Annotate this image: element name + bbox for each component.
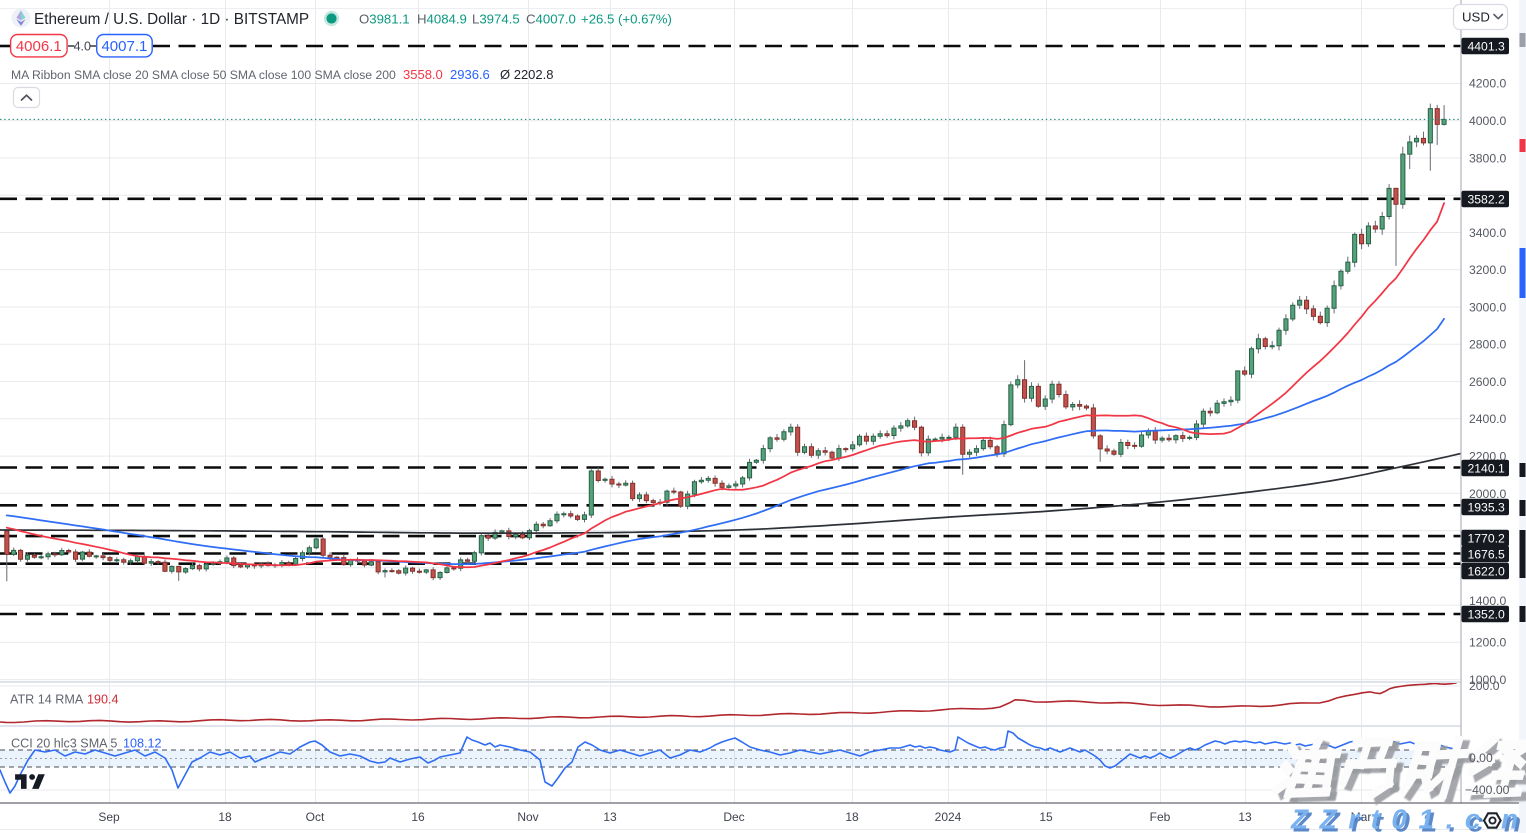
svg-text:4.0: 4.0 — [74, 40, 91, 54]
svg-text:3200.0: 3200.0 — [1469, 263, 1506, 277]
svg-text:2140.1: 2140.1 — [1468, 461, 1505, 475]
svg-text:Feb: Feb — [1150, 810, 1171, 824]
svg-text:Ethereum / U.S. Dollar · 1D ·: Ethereum / U.S. Dollar · 1D · BITSTAMP — [34, 11, 309, 28]
svg-text:200.0: 200.0 — [1469, 679, 1500, 693]
svg-text:1935.3: 1935.3 — [1468, 500, 1505, 514]
svg-text:n: n — [1501, 804, 1526, 833]
svg-text:1000.0: 1000.0 — [1469, 673, 1506, 687]
svg-text:4007.1: 4007.1 — [101, 38, 147, 55]
svg-text:4006.1: 4006.1 — [16, 38, 62, 55]
svg-text:Dec: Dec — [723, 810, 744, 824]
svg-text:MA Ribbon SMA close 20 SMA clo: MA Ribbon SMA close 20 SMA close 50 SMA … — [11, 68, 396, 82]
svg-text:2600.0: 2600.0 — [1469, 375, 1506, 389]
svg-text:16: 16 — [411, 810, 425, 824]
svg-text:108.12: 108.12 — [123, 737, 162, 751]
svg-text:Ø 2202.8: Ø 2202.8 — [500, 67, 554, 82]
svg-text:USD: USD — [1462, 10, 1490, 25]
svg-text:3558.0: 3558.0 — [403, 67, 443, 82]
svg-text:CCI 20 hlc3 SMA 5: CCI 20 hlc3 SMA 5 — [11, 737, 117, 751]
svg-text:3400.0: 3400.0 — [1469, 226, 1506, 240]
svg-text:O3981.1: O3981.1 — [359, 12, 410, 27]
svg-text:Nov: Nov — [517, 810, 538, 824]
svg-text:L3974.5: L3974.5 — [472, 12, 520, 27]
svg-text:Mar: Mar — [1351, 810, 1372, 824]
svg-text:H4084.9: H4084.9 — [417, 12, 467, 27]
svg-text:ZZrt01.c: ZZrt01.c — [1293, 807, 1495, 833]
svg-text:ATR 14 RMA: ATR 14 RMA — [10, 693, 84, 707]
svg-text:2000.0: 2000.0 — [1469, 487, 1506, 501]
svg-text:4401.3: 4401.3 — [1468, 39, 1505, 53]
svg-text:3800.0: 3800.0 — [1469, 151, 1506, 165]
svg-text:1352.0: 1352.0 — [1468, 607, 1505, 621]
svg-text:2800.0: 2800.0 — [1469, 338, 1506, 352]
svg-text:18: 18 — [218, 810, 232, 824]
svg-text:+26.5 (+0.67%): +26.5 (+0.67%) — [581, 12, 672, 27]
svg-text:1676.5: 1676.5 — [1468, 547, 1505, 561]
svg-text:−400.00: −400.00 — [1465, 783, 1510, 797]
svg-text:n: n — [1504, 807, 1526, 833]
svg-text:2400.0: 2400.0 — [1469, 412, 1506, 426]
svg-text:3000.0: 3000.0 — [1469, 300, 1506, 314]
svg-text:Oct: Oct — [306, 810, 325, 824]
svg-text:1770.2: 1770.2 — [1468, 531, 1505, 545]
svg-text:C4007.0: C4007.0 — [526, 12, 576, 27]
svg-text:190.4: 190.4 — [87, 693, 119, 707]
svg-text:15: 15 — [1039, 810, 1053, 824]
svg-text:1200.0: 1200.0 — [1469, 636, 1506, 650]
svg-text:ZZrt01.c: ZZrt01.c — [1290, 804, 1492, 833]
svg-text:1400.0: 1400.0 — [1469, 594, 1506, 608]
svg-text:0.00: 0.00 — [1469, 751, 1493, 765]
svg-text:1622.0: 1622.0 — [1468, 564, 1505, 578]
svg-text:Sep: Sep — [98, 810, 120, 824]
svg-text:2024: 2024 — [935, 810, 962, 824]
svg-text:2936.6: 2936.6 — [450, 67, 490, 82]
svg-text:4000.0: 4000.0 — [1469, 114, 1506, 128]
svg-text:18: 18 — [845, 810, 859, 824]
svg-text:13: 13 — [603, 810, 617, 824]
svg-text:4200.0: 4200.0 — [1469, 77, 1506, 91]
svg-text:3582.2: 3582.2 — [1468, 192, 1505, 206]
svg-text:13: 13 — [1238, 810, 1252, 824]
